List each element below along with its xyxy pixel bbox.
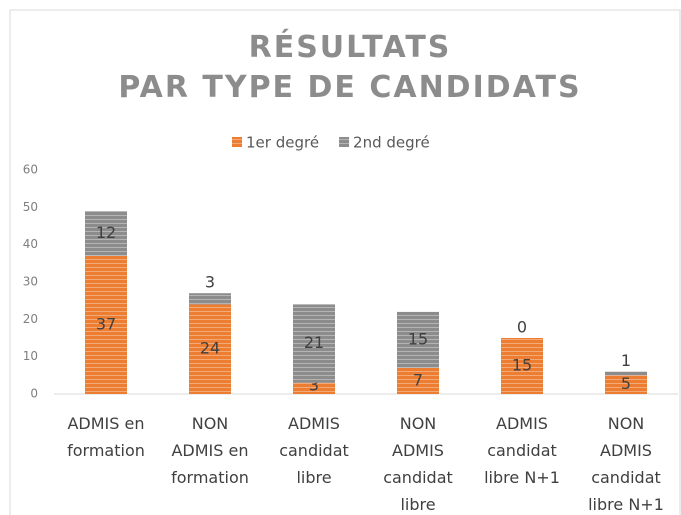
bar-segment [501,338,543,394]
chart-border [9,9,681,515]
y-tick-label: 20 [23,312,38,326]
bar-segment [397,311,439,368]
y-tick-label: 0 [30,387,38,401]
y-tick-label: 50 [23,200,38,214]
bar-segment [85,255,127,394]
data-label: 0 [517,318,527,337]
chart-title: RÉSULTATS PAR TYPE DE CANDIDATS [118,29,581,105]
legend-label: 2nd degré [353,134,430,152]
data-label: 24 [200,339,220,358]
bar-segment [189,304,231,394]
data-label: 1 [621,351,631,370]
bar-segment [293,304,335,383]
legend-swatch [232,137,242,147]
legend-label: 1er degré [246,134,319,152]
data-label: 15 [512,356,532,375]
bar-segment [189,293,231,305]
data-label: 3 [309,376,319,395]
bar-segment [605,375,647,394]
y-tick-label: 40 [23,237,38,251]
data-label: 37 [96,314,116,333]
y-tick-label: 10 [23,349,38,363]
x-tick-label: ADMIS candidat libre [279,414,349,487]
legend-swatch [339,137,350,147]
y-tick-label: 30 [23,275,38,289]
x-tick-label: NON ADMIS candidat libre N+1 [588,414,664,514]
data-label: 15 [408,329,428,348]
data-label: 21 [304,333,324,352]
y-tick-label: 60 [23,163,38,177]
x-tick-label: NON ADMIS candidat libre [383,414,453,514]
data-label: 3 [205,273,215,292]
x-tick-label: ADMIS candidat libre N+1 [484,414,560,487]
data-label: 7 [413,370,423,389]
bar-segment [605,371,647,376]
bar-segment [85,211,127,256]
data-label: 12 [96,223,116,242]
x-tick-label: ADMIS en formation [67,414,145,460]
bar-segment [397,367,439,394]
x-tick-label: NON ADMIS en formation [171,414,249,487]
bar-segment [293,382,335,394]
data-label: 5 [621,374,631,393]
